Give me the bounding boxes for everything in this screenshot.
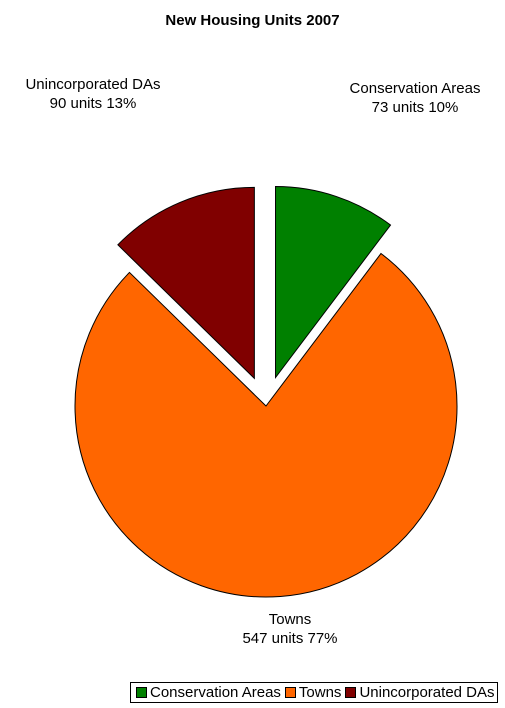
slice-name: Unincorporated DAs (25, 76, 161, 93)
legend-swatch (345, 687, 357, 698)
pie-slice-conservation-areas (275, 186, 392, 380)
slice-label-towns: Towns 547 units 77% (220, 610, 360, 648)
legend-label: Conservation Areas (150, 684, 281, 701)
slice-value: 547 units 77% (242, 630, 338, 647)
legend: Conservation Areas Towns Unincorporated … (130, 682, 498, 703)
slice-name: Towns (268, 611, 312, 628)
pie-slice-towns (74, 252, 458, 598)
slice-label-conservation-areas: Conservation Areas 73 units 10% (330, 79, 500, 117)
chart-title: New Housing Units 2007 (165, 12, 340, 29)
legend-item-towns: Towns (284, 684, 342, 701)
legend-item-conservation-areas: Conservation Areas (136, 684, 281, 701)
legend-swatch (284, 687, 296, 698)
legend-label: Unincorporated DAs (359, 684, 495, 701)
slice-name: Conservation Areas (349, 80, 481, 97)
legend-label: Towns (298, 684, 342, 701)
slice-label-unincorporated-das: Unincorporated DAs 90 units 13% (8, 75, 178, 113)
slice-value: 73 units 10% (371, 99, 459, 116)
legend-item-unincorporated-das: Unincorporated DAs (345, 684, 495, 701)
pie-slice-unincorporated-das (117, 186, 255, 380)
legend-swatch (136, 687, 147, 698)
slice-value: 90 units 13% (49, 95, 137, 112)
